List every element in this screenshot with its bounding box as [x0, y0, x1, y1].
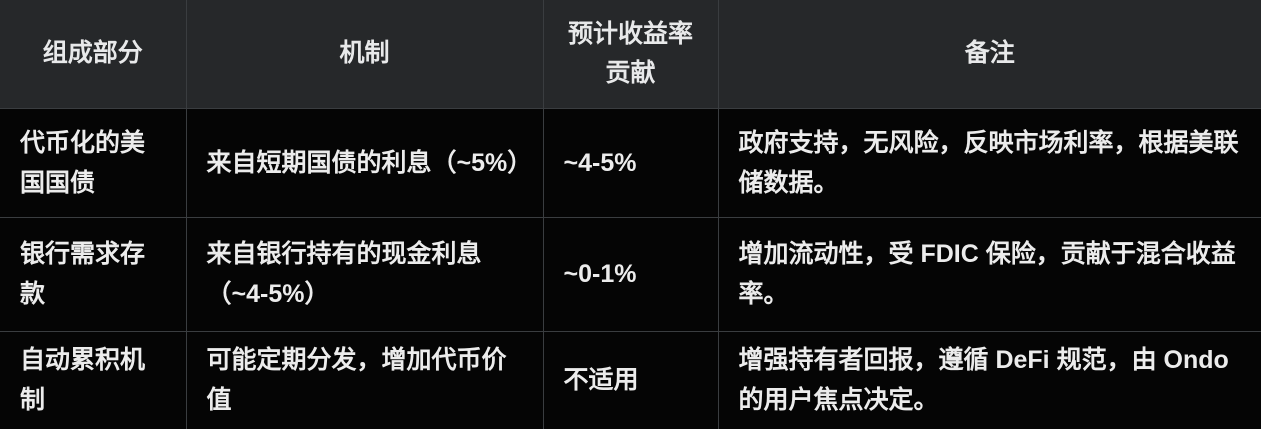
header-row: 组成部分 机制 预计收益率贡献 备注: [0, 0, 1261, 108]
cell-yield: 不适用: [542, 330, 718, 429]
cell-notes: 增强持有者回报，遵循 DeFi 规范，由 Ondo 的用户焦点决定。: [717, 330, 1261, 429]
table-row-auto-accrual-mechanism: 自动累积机制 可能定期分发，增加代币价值 不适用 增强持有者回报，遵循 DeFi…: [0, 330, 1261, 429]
cell-component: 代币化的美国国债: [0, 107, 186, 217]
cell-yield: ~4-5%: [542, 107, 718, 217]
table-row-bank-demand-deposits: 银行需求存款 来自银行持有的现金利息（~4-5%） ~0-1% 增加流动性，受 …: [0, 216, 1261, 331]
column-header-yield-contribution: 预计收益率贡献: [542, 0, 718, 108]
cell-component: 自动累积机制: [0, 330, 186, 429]
cell-yield: ~0-1%: [542, 216, 718, 331]
table-body: 代币化的美国国债 来自短期国债的利息（~5%） ~4-5% 政府支持，无风险，反…: [0, 107, 1261, 429]
column-header-notes: 备注: [717, 0, 1261, 108]
table-header: 组成部分 机制 预计收益率贡献 备注: [0, 0, 1261, 108]
cell-component: 银行需求存款: [0, 216, 186, 331]
table-row-tokenized-treasuries: 代币化的美国国债 来自短期国债的利息（~5%） ~4-5% 政府支持，无风险，反…: [0, 107, 1261, 217]
cell-notes: 增加流动性，受 FDIC 保险，贡献于混合收益率。: [717, 216, 1261, 331]
column-header-component: 组成部分: [0, 0, 186, 108]
column-header-mechanism: 机制: [185, 0, 543, 108]
cell-mechanism: 来自短期国债的利息（~5%）: [185, 107, 543, 217]
cell-mechanism: 来自银行持有的现金利息（~4-5%）: [185, 216, 543, 331]
cell-notes: 政府支持，无风险，反映市场利率，根据美联储数据。: [717, 107, 1261, 217]
cell-mechanism: 可能定期分发，增加代币价值: [185, 330, 543, 429]
